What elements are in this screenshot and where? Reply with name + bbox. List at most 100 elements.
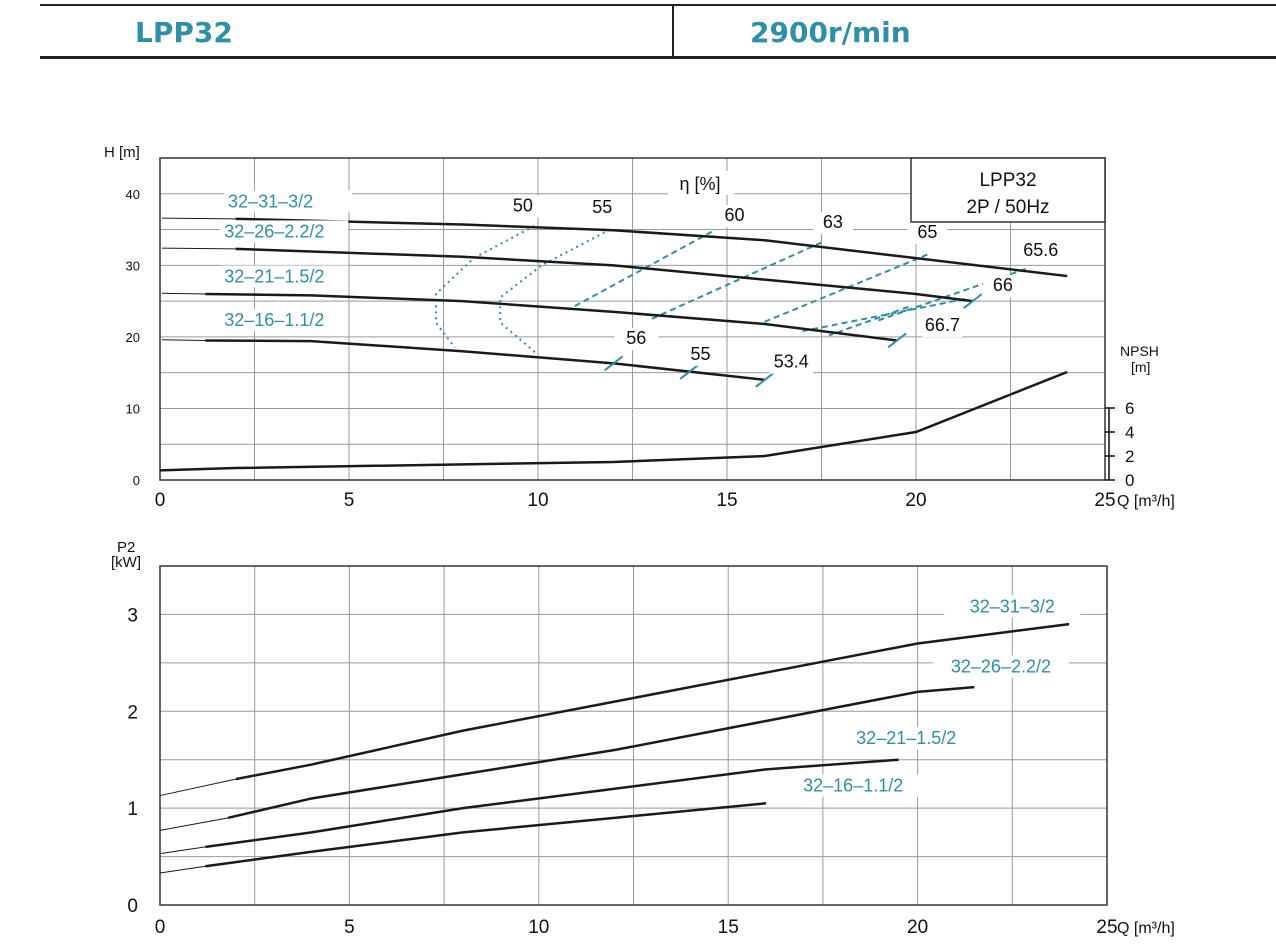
- legend-box-model: LPP32: [979, 170, 1036, 191]
- head-x-tick-label: 10: [527, 490, 548, 511]
- head-x-tick-label: 0: [155, 490, 166, 511]
- power-y-tick-label: 1: [127, 799, 138, 820]
- head-curve-lead-32-16-1-1-2: [161, 339, 206, 341]
- head-y-tick-label: 0: [133, 473, 140, 488]
- series-label-bg: [220, 309, 349, 332]
- power-series-label-32-26-2-2-2: 32–26–2.2/2: [951, 657, 1051, 677]
- power-curve-lead-32-31-3-2: [159, 778, 236, 797]
- head-y-tick-label: 30: [126, 258, 140, 273]
- npsh-tick-label: 2: [1125, 447, 1134, 466]
- speed-title: 2900r/min: [750, 16, 911, 49]
- curve-end-marker: [755, 372, 775, 388]
- head-series-label-32-16-1-1-2: 32–16–1.1/2: [224, 310, 324, 330]
- efficiency-label-60: 60: [725, 205, 745, 225]
- head-curve-32-26-2-2-2: [235, 247, 973, 303]
- head-curve-32-16-1-1-2: [205, 339, 765, 382]
- head-curve-lead-32-31-3-2: [161, 217, 236, 220]
- power-y-axis-label: P2: [117, 539, 135, 556]
- head-x-tick-label: 25: [1094, 490, 1115, 511]
- head-series-label-32-21-1-5-2: 32–21–1.5/2: [224, 267, 324, 287]
- efficiency-line-66-7: [828, 305, 909, 337]
- efficiency-label-bg: [907, 222, 948, 245]
- header-bottom-rule: [40, 56, 1276, 59]
- efficiency-label-bg: [982, 275, 1023, 298]
- head-y-axis-label: H [m]: [104, 144, 140, 161]
- head-curve-lead-32-21-1-5-2: [161, 292, 206, 295]
- power-curve-32-26-2-2-2: [227, 685, 975, 820]
- efficiency-label-50: 50: [513, 196, 533, 216]
- curve-end-marker: [963, 293, 983, 309]
- efficiency-label-bg: [1020, 240, 1061, 263]
- curve-end-marker: [603, 355, 624, 372]
- efficiency-line-50: [434, 225, 535, 349]
- head-x-tick-label: 15: [716, 490, 737, 511]
- head-curve-32-31-3-2: [235, 217, 1068, 278]
- head-y-tick-label: 40: [126, 187, 140, 202]
- efficiency-line-63: [650, 241, 822, 320]
- end-marker-label-53-4: 53.4: [774, 352, 809, 372]
- legend-box-speed: 2P / 50Hz: [966, 197, 1049, 218]
- power-y-axis-unit: [kW]: [111, 554, 141, 571]
- efficiency-axis-label: η [%]: [679, 174, 720, 194]
- power-y-tick-label: 0: [127, 896, 138, 917]
- series-label-bg: [224, 190, 353, 213]
- power-y-tick-label: 2: [127, 702, 138, 723]
- head-curve-32-21-1-5-2: [205, 292, 898, 342]
- power-series-label-bg: [785, 774, 922, 797]
- head-y-tick-label: 10: [126, 401, 140, 416]
- efficiency-label-bg: [502, 195, 543, 218]
- header-top-rule: [40, 4, 1276, 6]
- power-series-label-32-31-3-2: 32–31–3/2: [970, 596, 1055, 616]
- efficiency-label-bg: [812, 212, 853, 235]
- efficiency-label-65: 65: [917, 222, 937, 242]
- power-curve-32-31-3-2: [235, 622, 1070, 781]
- power-curve-32-21-1-5-2: [205, 758, 899, 849]
- npsh-axis-label: NPSH: [1120, 343, 1159, 359]
- power-y-tick-label: 3: [127, 605, 138, 626]
- power-series-label-32-16-1-1-2: 32–16–1.1/2: [803, 776, 903, 796]
- efficiency-label-63: 63: [823, 212, 843, 232]
- power-plot-frame: [159, 565, 1108, 906]
- efficiency-line-60: [567, 230, 713, 311]
- power-series-label-bg: [932, 655, 1069, 678]
- header-divider: [672, 4, 674, 59]
- npsh-axis-unit: [m]: [1131, 359, 1150, 375]
- npsh-tick-label: 0: [1125, 471, 1134, 490]
- efficiency-label-66: 66: [993, 275, 1013, 295]
- end-marker-label-56: 56: [626, 328, 646, 348]
- end-label-bg: [769, 351, 814, 374]
- end-marker-label-55: 55: [691, 344, 711, 364]
- power-x-tick-label: 25: [1096, 917, 1117, 938]
- npsh-curve: [159, 370, 1068, 472]
- power-x-tick-label: 5: [344, 917, 355, 938]
- head-y-tick-label: 20: [126, 330, 140, 345]
- head-x-tick-label: 20: [905, 490, 926, 511]
- efficiency-label-55: 55: [592, 197, 612, 217]
- power-curve-32-16-1-1-2: [205, 802, 767, 868]
- curve-end-marker: [887, 332, 907, 349]
- efficiency-label-bg: [714, 204, 755, 227]
- head-plot-frame: [159, 157, 1106, 481]
- series-label-bg: [220, 220, 349, 243]
- head-curve-lead-32-26-2-2-2: [161, 247, 236, 250]
- efficiency-line-55: [499, 228, 611, 356]
- efficiency-label-bg: [582, 197, 623, 220]
- power-x-tick-label: 20: [907, 917, 928, 938]
- power-x-tick-label: 15: [718, 917, 739, 938]
- power-series-label-32-21-1-5-2: 32–21–1.5/2: [856, 728, 956, 748]
- efficiency-label-66-7: 66.7: [925, 315, 960, 335]
- power-series-label-bg: [838, 727, 975, 750]
- page-header: LPP32 2900r/min: [40, 0, 1276, 60]
- head-x-axis-label: Q [m³/h]: [1117, 493, 1175, 510]
- power-curve-lead-32-16-1-1-2: [159, 865, 206, 874]
- power-series-label-bg: [944, 595, 1081, 618]
- power-curve-lead-32-26-2-2-2: [159, 817, 229, 831]
- efficiency-label-bg: [922, 315, 963, 338]
- head-series-label-32-31-3-2: 32–31–3/2: [228, 191, 313, 211]
- npsh-tick-label: 6: [1125, 399, 1134, 418]
- npsh-tick-label: 4: [1125, 423, 1134, 442]
- power-x-tick-label: 10: [528, 917, 549, 938]
- model-title: LPP32: [135, 16, 233, 49]
- head-series-label-32-26-2-2-2: 32–26–2.2/2: [224, 221, 324, 241]
